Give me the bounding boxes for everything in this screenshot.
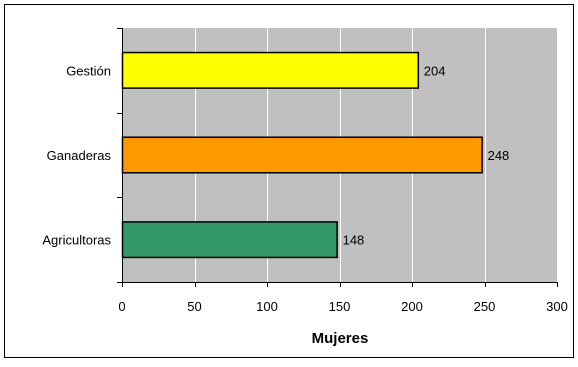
x-tick-label: 250 xyxy=(474,299,496,314)
x-tick-label: 300 xyxy=(546,299,568,314)
x-tick-label: 100 xyxy=(256,299,278,314)
category-labels: Gestión Ganaderas Agricultoras xyxy=(42,63,111,247)
category-label: Gestión xyxy=(66,63,111,78)
category-label: Agricultoras xyxy=(42,233,111,248)
x-tick-label: 50 xyxy=(187,299,201,314)
x-tick-label: 200 xyxy=(401,299,423,314)
bar xyxy=(121,221,338,259)
x-tick-label: 0 xyxy=(118,299,125,314)
bar xyxy=(121,136,483,174)
bar-value-label: 204 xyxy=(424,63,446,78)
x-tick-label: 150 xyxy=(329,299,351,314)
bar-value-label: 148 xyxy=(343,233,365,248)
bar xyxy=(121,51,420,89)
x-tick-labels: 0 50 100 150 200 250 300 xyxy=(118,299,567,314)
category-label: Ganaderas xyxy=(47,148,112,163)
x-axis-title: Mujeres xyxy=(312,330,369,347)
bar-value-label: 248 xyxy=(488,148,510,163)
bars xyxy=(121,51,483,259)
data-labels: 204 248 148 xyxy=(343,63,510,247)
